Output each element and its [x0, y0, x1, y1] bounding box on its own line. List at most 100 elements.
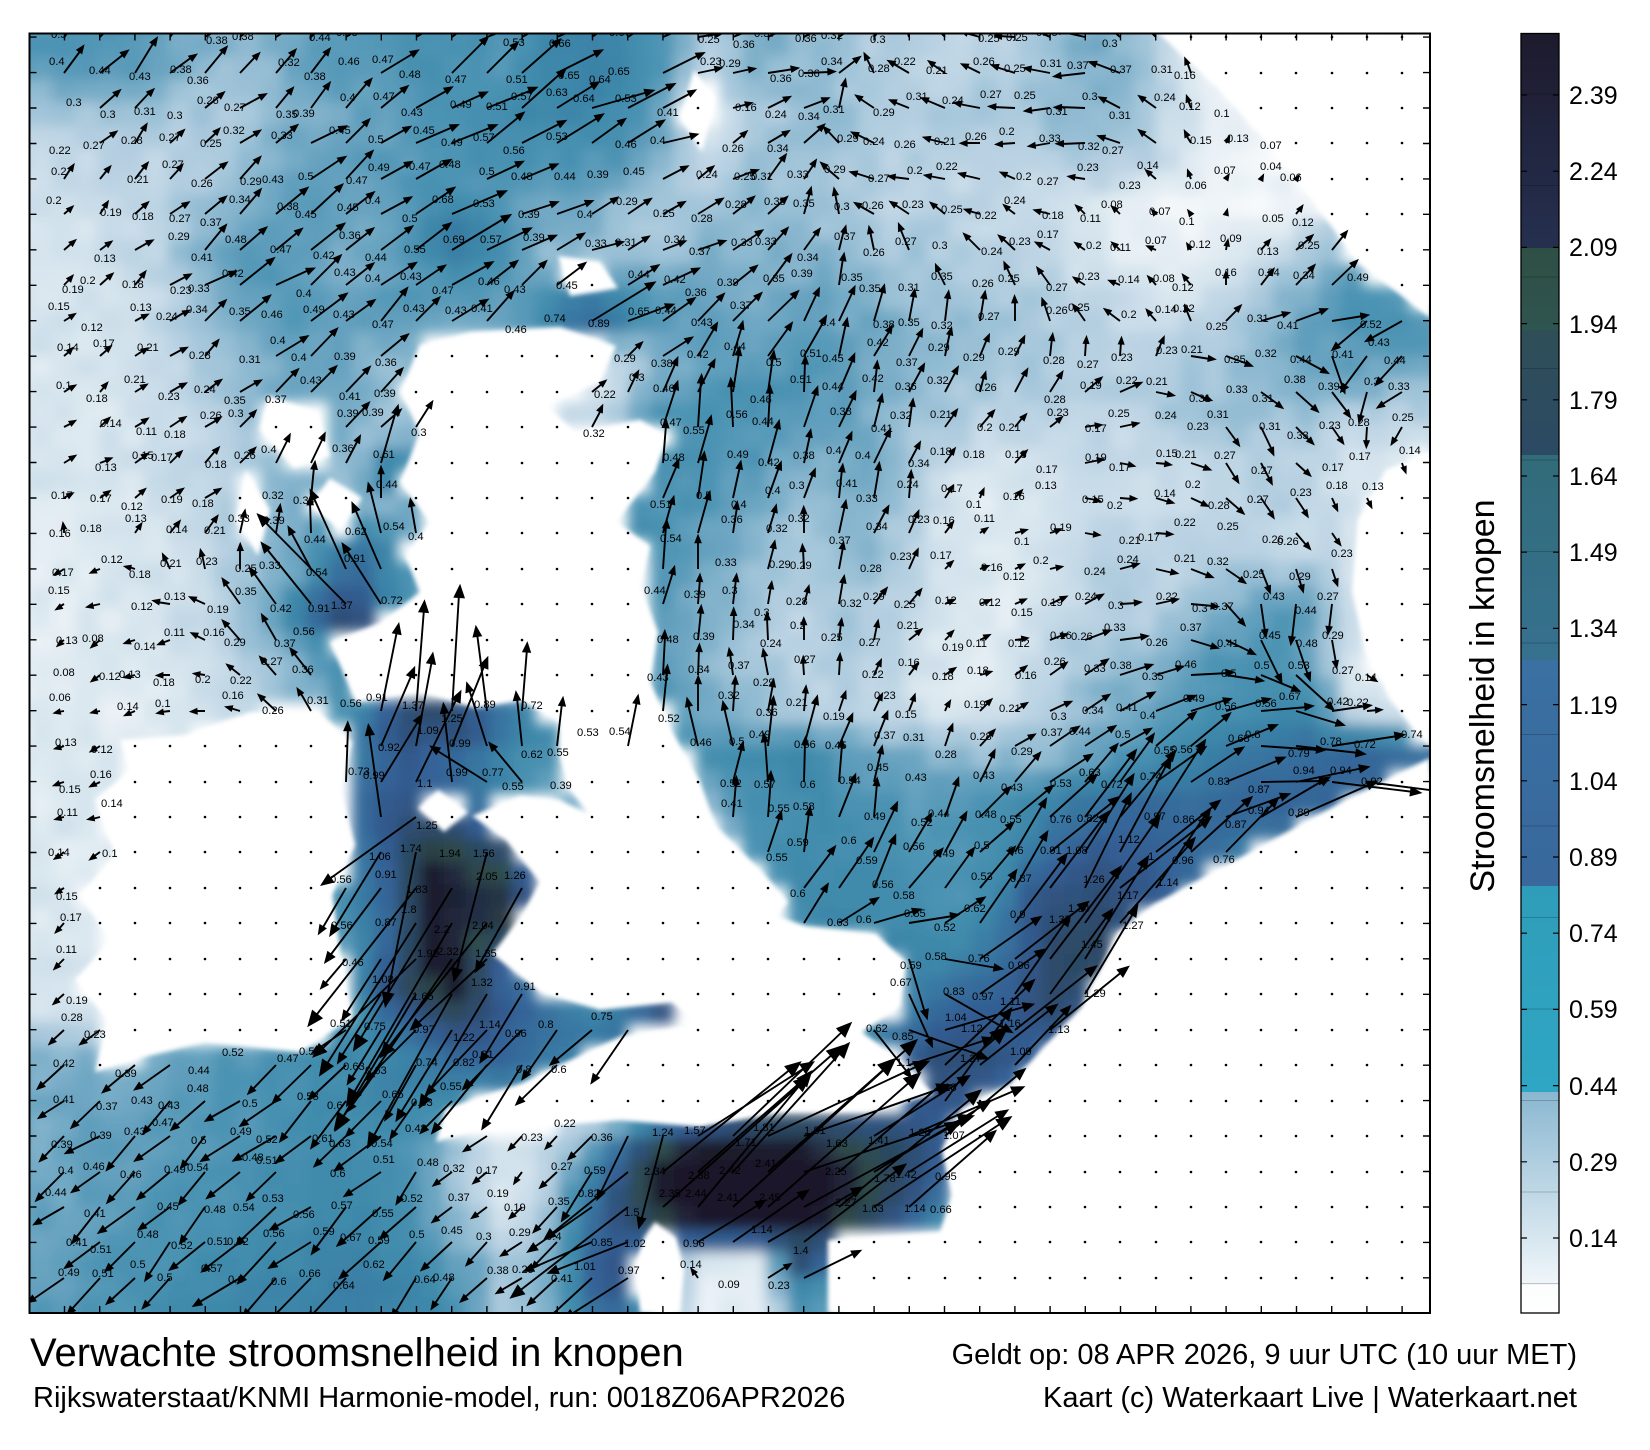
svg-text:0.27: 0.27: [551, 1161, 573, 1173]
svg-text:0.91: 0.91: [375, 869, 397, 881]
svg-text:0.51: 0.51: [256, 1155, 278, 1167]
svg-text:0.52: 0.52: [658, 713, 680, 725]
svg-text:0.12: 0.12: [101, 554, 123, 566]
svg-text:0.37: 0.37: [274, 638, 296, 650]
svg-text:0.72: 0.72: [521, 700, 543, 712]
svg-text:0.12: 0.12: [1189, 239, 1211, 251]
svg-text:0.57: 0.57: [331, 1200, 353, 1212]
svg-text:0.21: 0.21: [1174, 553, 1196, 565]
svg-text:0.23: 0.23: [1290, 487, 1312, 499]
svg-text:0.34: 0.34: [767, 143, 789, 155]
svg-text:0.3: 0.3: [66, 97, 82, 109]
svg-text:1.19: 1.19: [1569, 692, 1618, 720]
svg-text:0.49: 0.49: [230, 1126, 252, 1138]
svg-text:0.58: 0.58: [925, 951, 947, 963]
svg-text:0.16: 0.16: [1174, 70, 1196, 82]
svg-text:0.32: 0.32: [840, 598, 862, 610]
svg-text:0.25: 0.25: [1014, 90, 1036, 102]
svg-text:1.63: 1.63: [862, 1203, 884, 1215]
svg-text:0.24: 0.24: [156, 311, 178, 323]
svg-text:0.76: 0.76: [1213, 854, 1235, 866]
svg-text:Stroomsnelheid in knopen: Stroomsnelheid in knopen: [1464, 499, 1502, 892]
svg-text:0.35: 0.35: [548, 1196, 570, 1208]
svg-text:0.13: 0.13: [1257, 246, 1279, 258]
svg-text:0.42: 0.42: [862, 373, 884, 385]
svg-text:0.29: 0.29: [614, 353, 636, 365]
svg-text:1.14: 1.14: [751, 1224, 773, 1236]
svg-text:0.29: 0.29: [873, 107, 895, 119]
svg-text:0.32: 0.32: [583, 428, 605, 440]
svg-text:1.1: 1.1: [417, 778, 433, 790]
svg-text:0.55: 0.55: [683, 425, 705, 437]
svg-text:0.22: 0.22: [554, 1118, 576, 1130]
svg-text:2.41: 2.41: [717, 1192, 739, 1204]
svg-text:0.2: 0.2: [1185, 479, 1201, 491]
svg-text:0.32: 0.32: [927, 375, 949, 387]
svg-text:0.4: 0.4: [826, 445, 842, 457]
svg-text:0.24: 0.24: [1004, 195, 1026, 207]
svg-text:0.45: 0.45: [623, 166, 645, 178]
svg-text:0.8: 0.8: [538, 1019, 554, 1031]
svg-text:0.48: 0.48: [137, 1229, 159, 1241]
svg-text:0.32: 0.32: [1207, 556, 1229, 568]
svg-text:0.06: 0.06: [1185, 180, 1207, 192]
svg-text:0.44: 0.44: [304, 534, 326, 546]
svg-text:0.11: 0.11: [974, 513, 995, 525]
svg-text:0.26: 0.26: [262, 705, 284, 717]
svg-text:0.23: 0.23: [874, 690, 896, 702]
svg-text:0.5: 0.5: [1254, 660, 1270, 672]
svg-text:0.31: 0.31: [903, 732, 925, 744]
svg-text:0.43: 0.43: [334, 267, 356, 279]
svg-text:0.46: 0.46: [615, 139, 637, 151]
svg-text:0.75: 0.75: [591, 1011, 613, 1023]
svg-text:0.21: 0.21: [1175, 449, 1197, 461]
svg-text:0.2: 0.2: [46, 195, 62, 207]
svg-text:0.31: 0.31: [1040, 58, 1062, 70]
svg-text:0.56: 0.56: [503, 145, 525, 157]
svg-text:0.34: 0.34: [733, 619, 755, 631]
svg-text:0.24: 0.24: [981, 246, 1003, 258]
svg-text:0.56: 0.56: [726, 409, 748, 421]
svg-text:0.15: 0.15: [895, 709, 917, 721]
svg-text:0.6: 0.6: [841, 835, 857, 847]
svg-text:0.14: 0.14: [134, 641, 156, 653]
svg-text:0.45: 0.45: [822, 353, 844, 365]
svg-text:0.17: 0.17: [93, 338, 115, 350]
svg-text:0.31: 0.31: [1207, 409, 1229, 421]
svg-text:0.23: 0.23: [196, 556, 218, 568]
svg-text:0.2: 0.2: [977, 422, 993, 434]
svg-text:0.46: 0.46: [338, 56, 360, 68]
svg-text:1.94: 1.94: [1569, 311, 1618, 339]
svg-text:0.37: 0.37: [1180, 622, 1202, 634]
svg-text:0.15: 0.15: [48, 585, 70, 597]
svg-text:1.94: 1.94: [439, 848, 461, 860]
svg-text:0.35: 0.35: [229, 306, 251, 318]
svg-text:0.6: 0.6: [551, 1064, 567, 1076]
svg-text:0.13: 0.13: [125, 513, 147, 525]
svg-text:0.87: 0.87: [1225, 819, 1247, 831]
svg-text:0.4: 0.4: [650, 135, 666, 147]
svg-text:0.83: 0.83: [943, 986, 965, 998]
svg-text:0.56: 0.56: [293, 626, 315, 638]
svg-text:0.76: 0.76: [1050, 814, 1072, 826]
svg-text:0.44: 0.44: [752, 416, 774, 428]
svg-text:0.36: 0.36: [795, 33, 817, 45]
svg-text:0.89: 0.89: [588, 318, 610, 330]
svg-text:0.06: 0.06: [49, 692, 71, 704]
svg-text:0.23: 0.23: [1078, 271, 1100, 283]
svg-text:2.04: 2.04: [472, 920, 494, 932]
svg-text:0.32: 0.32: [223, 125, 245, 137]
svg-text:0.07: 0.07: [1145, 235, 1167, 247]
svg-text:0.29: 0.29: [168, 231, 190, 243]
svg-text:0.27: 0.27: [1037, 176, 1059, 188]
svg-text:0.47: 0.47: [277, 1053, 299, 1065]
svg-text:0.97: 0.97: [618, 1265, 640, 1277]
svg-text:0.51: 0.51: [207, 1236, 229, 1248]
svg-text:0.37: 0.37: [1041, 727, 1063, 739]
svg-text:0.41: 0.41: [657, 107, 679, 119]
svg-text:0.87: 0.87: [1248, 784, 1270, 796]
svg-text:0.15: 0.15: [1011, 607, 1033, 619]
svg-text:0.34: 0.34: [797, 252, 819, 264]
svg-text:0.23: 0.23: [902, 199, 924, 211]
svg-text:0.13: 0.13: [1035, 480, 1057, 492]
